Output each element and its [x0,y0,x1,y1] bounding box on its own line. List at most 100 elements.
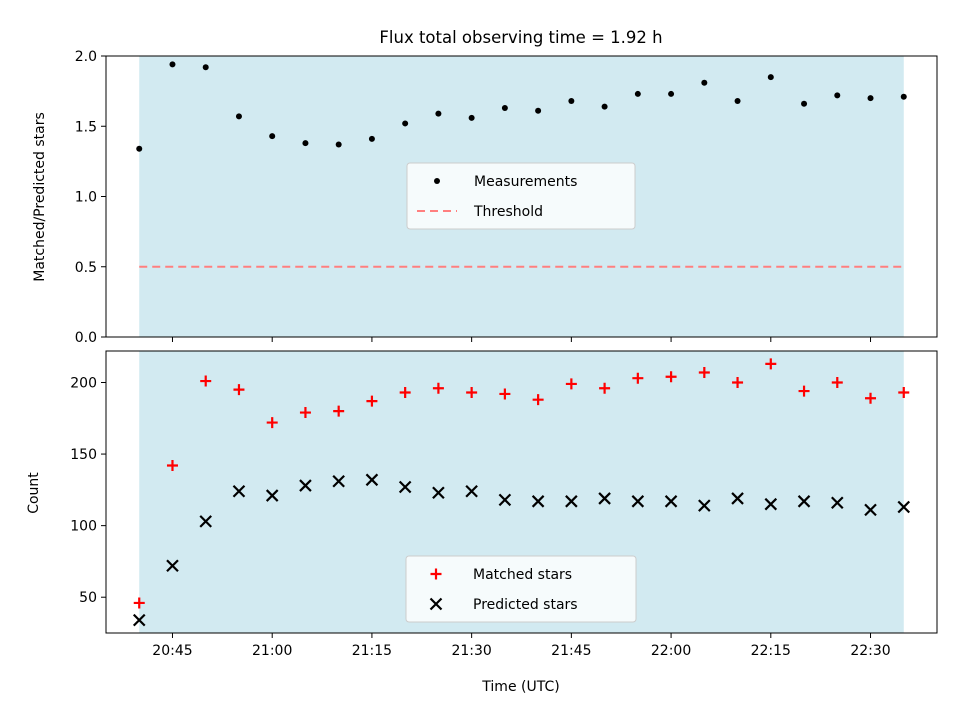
data-point [601,103,608,110]
x-tick-label: 22:00 [651,643,691,659]
data-point [432,486,445,499]
data-point [398,480,412,494]
data-point [302,140,309,147]
x-tick-label: 20:45 [152,643,192,659]
data-point [202,64,209,71]
legend-box [405,555,637,623]
data-point [232,485,246,498]
data-point [897,500,911,514]
data-point [399,387,411,399]
data-point [498,493,512,507]
data-point [132,613,146,627]
chart-title: Flux total observing time = 1.92 h [379,28,662,47]
data-point [767,74,774,81]
data-point [732,376,744,388]
data-point [299,479,312,492]
x-tick-label: 21:00 [252,643,292,659]
data-point [435,110,442,117]
data-point [568,97,575,104]
data-point [365,473,379,487]
data-point [265,489,279,502]
data-point [831,376,843,388]
data-point [402,120,409,127]
data-point [169,61,176,68]
legend-entry: Matched stars [473,567,572,583]
data-point [535,107,542,114]
x-tick-label: 22:15 [751,643,791,659]
data-point [166,559,179,572]
data-point [798,385,810,397]
data-point [332,474,345,488]
data-point [233,384,245,396]
data-point [299,407,311,419]
data-point [200,375,212,387]
data-point [432,382,444,394]
y-tick-label: 200 [70,375,97,391]
y-tick-label: 150 [70,447,97,463]
data-point [465,485,478,498]
data-point [266,417,278,429]
data-point [599,382,611,394]
data-point [834,92,841,99]
axes-frame [105,55,938,338]
data-point [565,378,577,390]
data-point [531,495,545,508]
data-point [631,495,645,508]
data-point [468,114,475,121]
data-point [867,95,874,102]
data-point [698,499,711,512]
data-point [632,372,644,384]
data-point [797,495,811,508]
data-point [634,90,641,97]
data-point [865,392,877,404]
data-point [898,387,910,399]
legend-swatch [429,597,443,611]
legend-box [406,162,636,230]
x-tick-label: 21:30 [451,643,491,659]
x-tick-label: 22:30 [850,643,890,659]
x-axis-label: Time (UTC) [481,679,559,695]
y-tick-label: 2.0 [75,49,97,65]
legend-swatch [430,568,442,580]
data-point [765,358,777,370]
data-point [664,495,678,508]
data-point [368,135,375,142]
y-axis-label-bottom: Count [26,472,42,514]
legend-entry: Predicted stars [473,597,578,613]
axes-frame [105,350,938,634]
data-point [269,133,276,140]
data-point [764,497,778,511]
data-point [665,371,677,383]
y-axis-label-top: Matched/Predicted stars [32,112,48,282]
top-panel: 0.0 0.5 1.0 1.5 2.0 Measurements Threshold [75,49,938,346]
data-point [698,366,710,378]
data-point [565,495,578,508]
x-tick-label: 21:45 [551,643,591,659]
data-point [731,492,744,505]
y-tick-label: 1.5 [75,119,97,135]
data-point [166,460,178,472]
data-point [701,79,708,86]
data-point [366,395,378,407]
data-point [598,492,611,505]
data-point [235,113,242,120]
legend-entry: Measurements [474,174,577,190]
x-tick-label: 21:15 [352,643,392,659]
data-point [133,597,145,609]
bottom-panel: 50 100 150 200 20:45 21:00 21:15 21:30 21:45 22:0… [70,350,938,659]
data-point [900,93,907,100]
data-point [734,97,741,104]
data-point [532,394,544,406]
data-point [501,104,508,111]
data-point [136,145,143,152]
y-tick-label: 100 [70,519,97,535]
y-tick-label: 0.0 [75,330,97,346]
data-point [199,515,212,528]
data-point [831,496,844,510]
data-point [466,387,478,399]
y-tick-label: 50 [79,590,97,606]
data-point [864,503,877,517]
y-tick-label: 0.5 [75,260,97,276]
data-point [333,405,345,417]
